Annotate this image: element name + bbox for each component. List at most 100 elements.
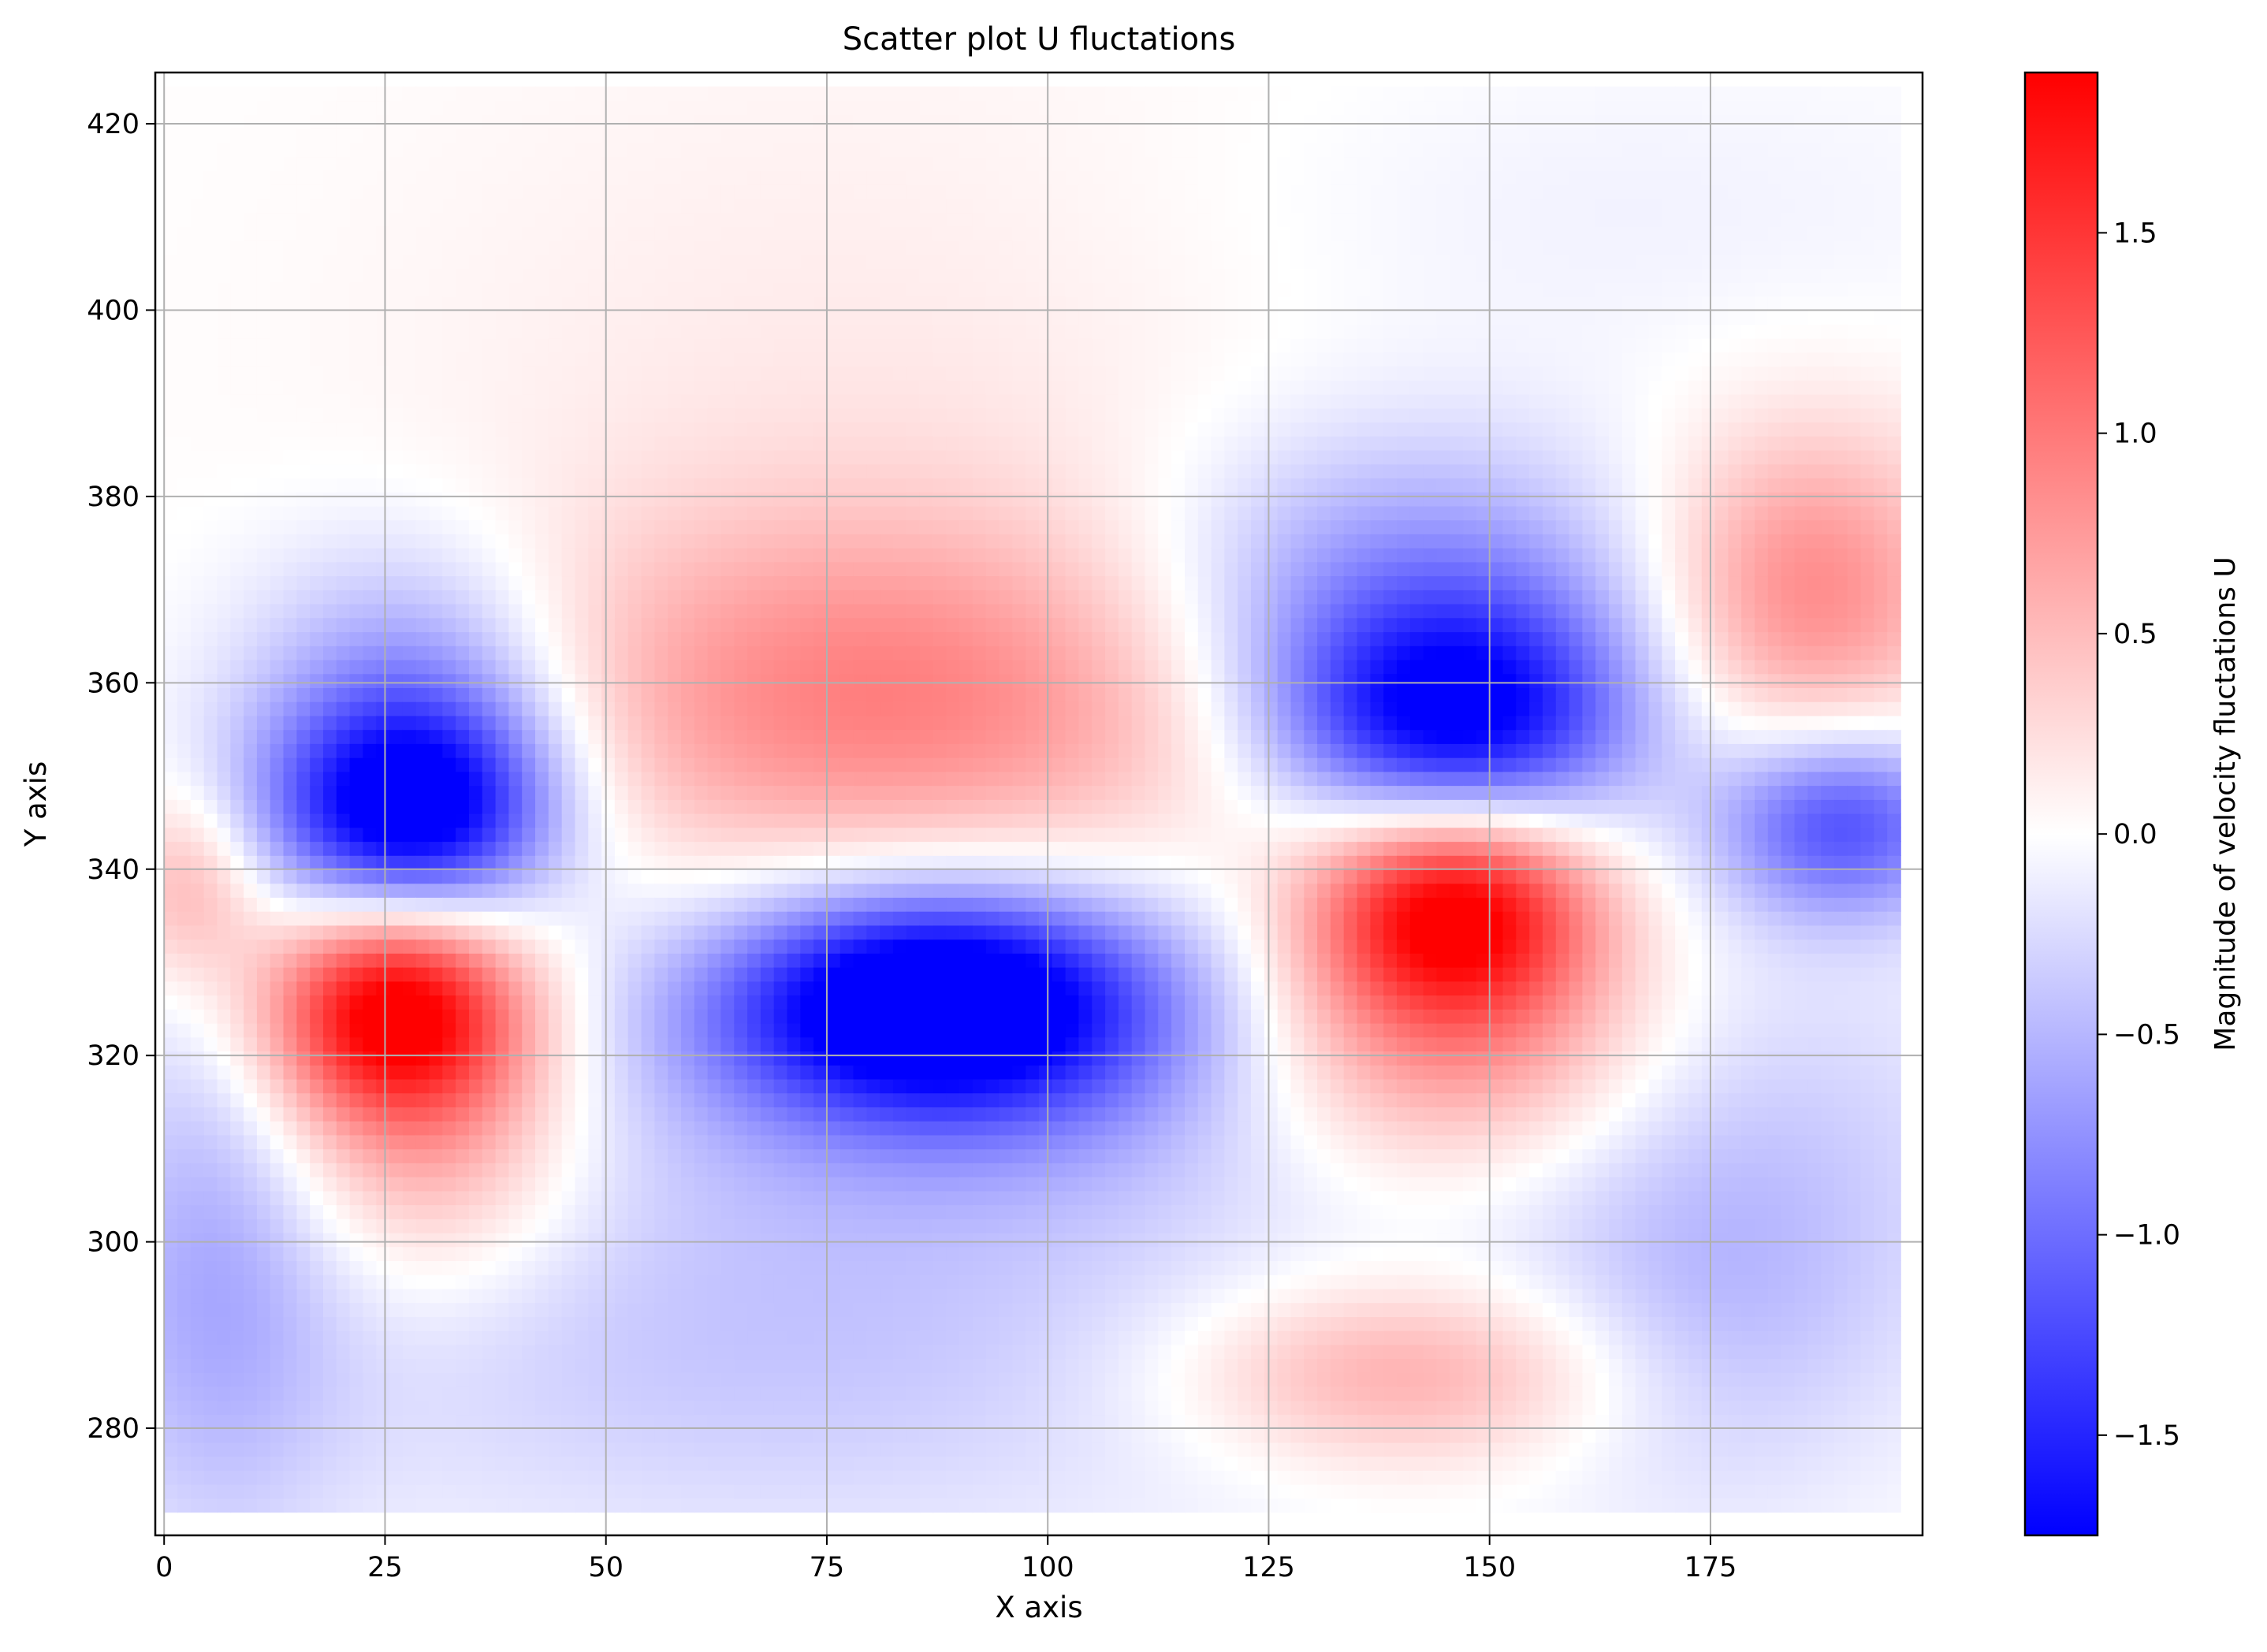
heatmap-cell [402, 743, 417, 758]
heatmap-cell [601, 646, 616, 660]
heatmap-cell [429, 1022, 444, 1038]
heatmap-cell [270, 170, 285, 185]
heatmap-cell [654, 492, 668, 507]
heatmap-cell [720, 855, 735, 870]
heatmap-cell [203, 1148, 218, 1163]
heatmap-cell [363, 561, 377, 577]
heatmap-cell [800, 1148, 814, 1163]
heatmap-cell [402, 1372, 417, 1387]
heatmap-cell [694, 897, 709, 912]
heatmap-cell [601, 1065, 616, 1080]
heatmap-cell [773, 673, 788, 688]
heatmap-cell [389, 590, 404, 605]
heatmap-cell [415, 1092, 430, 1107]
heatmap-cell [641, 1022, 656, 1038]
heatmap-cell [654, 743, 668, 758]
heatmap-cell [575, 1204, 590, 1219]
heatmap-cell [575, 757, 590, 772]
heatmap-cell [535, 953, 549, 968]
heatmap-cell [402, 771, 417, 787]
heatmap-cell [627, 646, 642, 660]
heatmap-cell [442, 1051, 456, 1066]
heatmap-cell [217, 855, 232, 870]
heatmap-cell [469, 1386, 483, 1401]
heatmap-cell [561, 743, 576, 758]
heatmap-cell [575, 910, 590, 926]
heatmap-cell [575, 310, 590, 325]
heatmap-cell [310, 673, 324, 688]
heatmap-cell [694, 855, 709, 870]
heatmap-cell [641, 1498, 656, 1513]
heatmap-cell [310, 841, 324, 856]
heatmap-cell [535, 366, 549, 381]
heatmap-cell [482, 198, 497, 214]
heatmap-cell [668, 212, 682, 227]
heatmap-cell [230, 128, 244, 143]
heatmap-cell [747, 1065, 761, 1080]
heatmap-cell [641, 855, 656, 870]
heatmap-cell [429, 1148, 444, 1163]
heatmap-cell [681, 505, 695, 521]
heatmap-cell [588, 1204, 602, 1219]
heatmap-cell [429, 897, 444, 912]
heatmap-cell [203, 1051, 218, 1066]
heatmap-cell [363, 324, 377, 339]
heatmap-cell [244, 617, 258, 633]
heatmap-cell [310, 785, 324, 800]
heatmap-cell [575, 1176, 590, 1192]
heatmap-cell [773, 799, 788, 814]
heatmap-cell [402, 1428, 417, 1443]
heatmap-cell [641, 1302, 656, 1317]
heatmap-cell [627, 715, 642, 731]
heatmap-cell [283, 254, 298, 269]
heatmap-cell [164, 1470, 178, 1485]
heatmap-cell [190, 1414, 205, 1429]
heatmap-cell [415, 1358, 430, 1373]
heatmap-cell [641, 380, 656, 395]
heatmap-cell [336, 1358, 351, 1373]
heatmap-cell [535, 100, 549, 115]
heatmap-cell [336, 1246, 351, 1261]
heatmap-cell [654, 729, 668, 744]
heatmap-cell [256, 1414, 271, 1429]
heatmap-cell [164, 1022, 178, 1038]
heatmap-cell [310, 478, 324, 493]
heatmap-cell [296, 1148, 311, 1163]
heatmap-cell [203, 980, 218, 996]
heatmap-cell [522, 86, 536, 102]
heatmap-cell [614, 1022, 629, 1038]
heatmap-cell [495, 1484, 510, 1499]
heatmap-cell [720, 1302, 735, 1317]
heatmap-cell [217, 114, 232, 129]
heatmap-cell [627, 519, 642, 534]
heatmap-cell [323, 1036, 337, 1051]
heatmap-cell [694, 743, 709, 758]
heatmap-cell [495, 324, 510, 339]
heatmap-cell [203, 1246, 218, 1261]
heatmap-cell [244, 100, 258, 115]
heatmap-cell [747, 492, 761, 507]
heatmap-cell [734, 170, 748, 185]
heatmap-cell [522, 1107, 536, 1122]
heatmap-cell [256, 114, 271, 129]
heatmap-cell [641, 827, 656, 843]
heatmap-cell [256, 925, 271, 940]
heatmap-cell [177, 687, 192, 702]
heatmap-cell [588, 701, 602, 716]
heatmap-cell [164, 953, 178, 968]
heatmap-cell [230, 1065, 244, 1080]
heatmap-cell [548, 1219, 563, 1233]
heatmap-cell [601, 701, 616, 716]
heatmap-cell [707, 156, 722, 171]
heatmap-cell [363, 478, 377, 493]
heatmap-cell [217, 478, 232, 493]
heatmap-cell [575, 1274, 590, 1289]
heatmap-cell [482, 170, 497, 185]
heatmap-cell [429, 771, 444, 787]
heatmap-cell [508, 407, 523, 423]
heatmap-cell [707, 1078, 722, 1094]
heatmap-cell [681, 1260, 695, 1275]
heatmap-cell [641, 337, 656, 353]
heatmap-cell [707, 1022, 722, 1038]
heatmap-cell [217, 519, 232, 534]
